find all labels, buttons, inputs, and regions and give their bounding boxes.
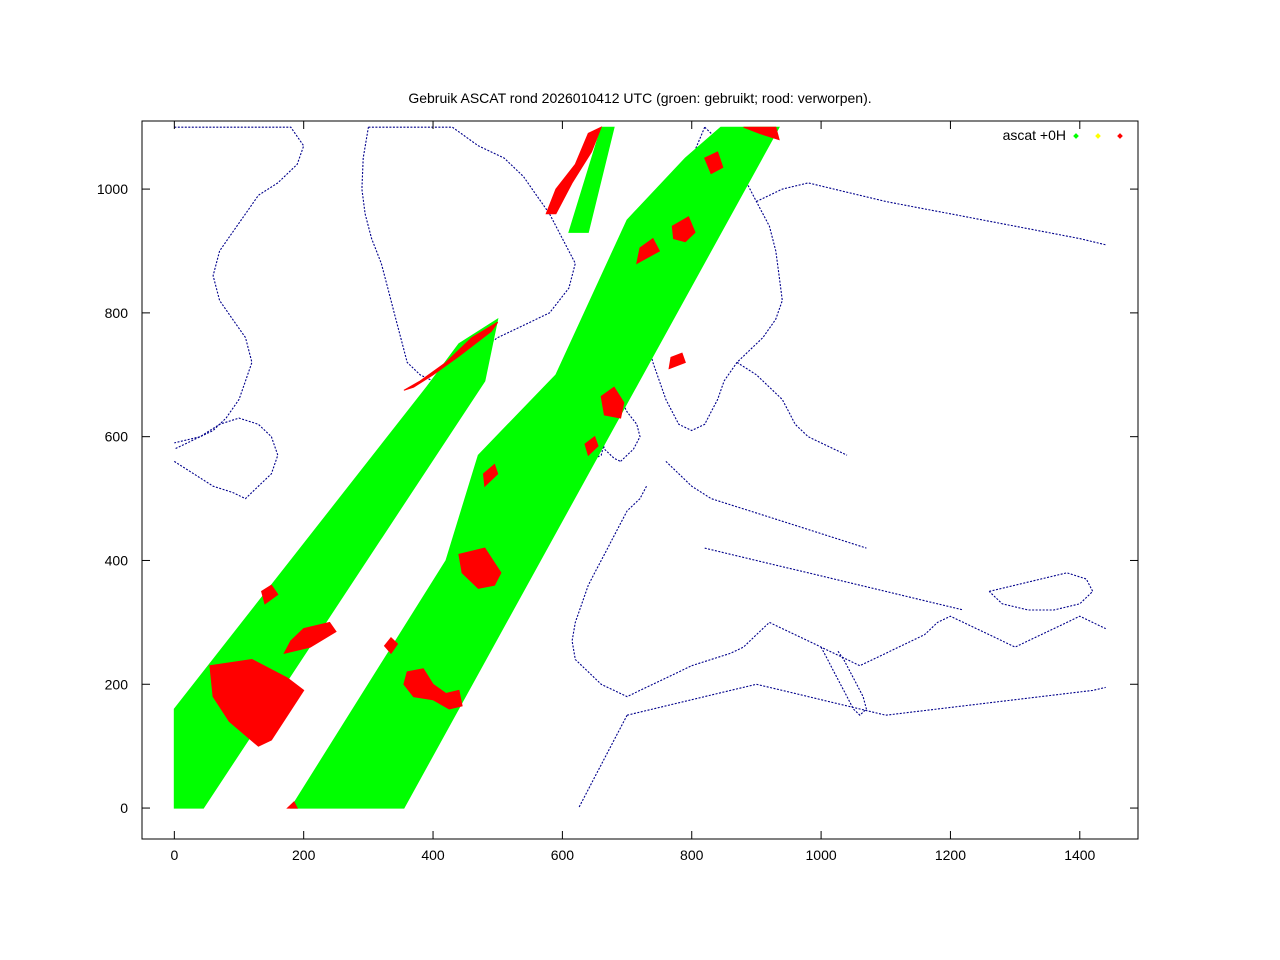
- x-tick-label: 1400: [1064, 847, 1095, 863]
- y-tick-label: 600: [105, 429, 129, 445]
- rejected-region-14: [286, 801, 299, 809]
- legend-label: ascat +0H: [1003, 127, 1066, 143]
- x-tick-label: 600: [551, 847, 575, 863]
- rejected-region-10: [671, 216, 696, 243]
- used-swath-2: [289, 126, 780, 809]
- rejected-region-5: [482, 463, 499, 488]
- rejected-region-4: [458, 547, 502, 589]
- y-tick-label: 800: [105, 305, 129, 321]
- coastline-north-africa: [626, 683, 1106, 716]
- coastline-north-sea-coast: [665, 461, 867, 549]
- x-tick-label: 400: [421, 847, 445, 863]
- x-tick-label: 800: [680, 847, 704, 863]
- rejected-region-11: [704, 151, 724, 175]
- coastline-france-iberia: [571, 485, 692, 698]
- legend-swatch-rejected: [1117, 133, 1123, 139]
- coastline-canadian-arctic: [174, 126, 305, 450]
- rejected-region-16: [636, 237, 661, 265]
- legend-swatch-used: [1073, 133, 1079, 139]
- x-tick-label: 1200: [935, 847, 966, 863]
- rejected-region-1: [209, 658, 305, 747]
- plot-data: [173, 126, 1106, 809]
- coastline-baltic: [736, 361, 848, 456]
- coastline-baffin: [174, 417, 279, 500]
- x-tick-label: 0: [170, 847, 178, 863]
- coastline-black-sea: [988, 572, 1094, 611]
- x-tick-label: 1000: [806, 847, 837, 863]
- rejected-region-6: [403, 668, 463, 710]
- y-tick-label: 400: [105, 552, 129, 568]
- rejected-region-7: [383, 637, 399, 655]
- rejected-region-9: [584, 435, 599, 457]
- coastline-greenland: [361, 126, 576, 382]
- y-tick-label: 200: [105, 676, 129, 692]
- plot-frame: [141, 120, 1139, 840]
- y-tick-label: 0: [120, 800, 128, 816]
- legend-swatch-intermediate: [1095, 133, 1101, 139]
- axes: 0 200 400 600 800 1000 1200 1400 0 200 400 600 800 10…: [97, 120, 1139, 863]
- rejected-region-8: [600, 386, 625, 419]
- rejected-region-13: [403, 321, 499, 391]
- rejected-region-2: [283, 621, 337, 655]
- rejected-region-3: [261, 584, 279, 605]
- rejected-region-12: [545, 126, 603, 215]
- legend: ascat +0H: [1003, 127, 1123, 143]
- coastline-mediterranean-north: [691, 615, 1106, 667]
- y-tick-label: 1000: [97, 181, 128, 197]
- used-swath-3: [568, 126, 615, 233]
- x-tick-label: 200: [292, 847, 316, 863]
- coastline-finland-russia: [756, 182, 1106, 246]
- rejected-region-17: [668, 352, 686, 370]
- chart-title: Gebruik ASCAT rond 2026010412 UTC (groen…: [408, 90, 871, 106]
- coastline-atlantic-morocco: [578, 714, 628, 809]
- coastline-italy: [820, 646, 868, 716]
- coastline-central-europe-rivers: [704, 547, 964, 611]
- rejected-region-15: [743, 126, 780, 141]
